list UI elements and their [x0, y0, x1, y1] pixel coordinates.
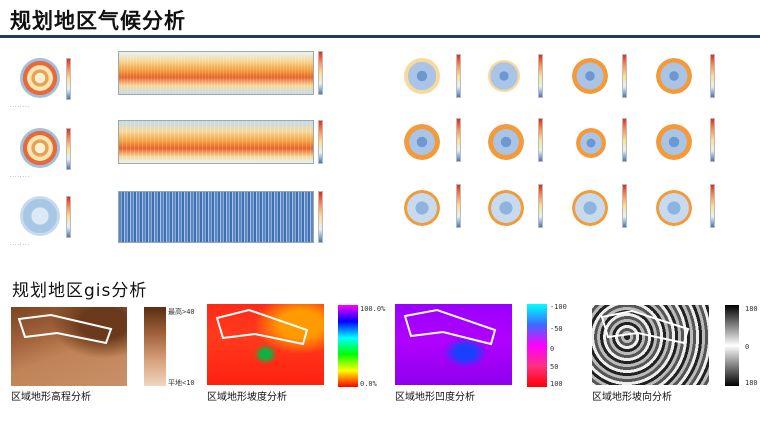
climate-wheel-1-note: · · · · · · · ·	[10, 104, 30, 109]
gis-elevation-legend-top: 最高>40	[168, 308, 195, 316]
climate-wheel-3	[20, 196, 60, 236]
polar-plot-6	[488, 124, 524, 160]
gis-concavity-legend-mid2: 0	[550, 345, 555, 353]
climate-wheel-3-colorbar	[66, 196, 71, 238]
polar-plot-8	[656, 124, 692, 160]
polar-plot-9-colorbar	[456, 184, 461, 228]
gis-slope-legend-top: 100.0%	[360, 305, 386, 313]
gis-slope-legend-bottom: 0.0%	[360, 380, 377, 388]
climate-wheel-1	[20, 58, 60, 98]
heatmap-2-colorbar	[318, 120, 323, 164]
gis-aspect-caption: 区域地形坡向分析	[592, 392, 672, 403]
climate-wheel-panel: · · · · · · · · · · · · · · · · · · · · …	[8, 50, 78, 270]
gis-slope-caption: 区域地形坡度分析	[207, 392, 287, 403]
heatmap-2	[118, 120, 314, 164]
gis-aspect-legend-top: 180	[745, 305, 758, 313]
climate-wheel-1-colorbar	[66, 58, 71, 100]
page-header: 规划地区气候分析	[0, 0, 760, 38]
polar-plot-1-colorbar	[456, 54, 461, 98]
climate-wheel-3-note: · · · · · · · ·	[10, 242, 30, 247]
gis-slope-legend	[338, 305, 358, 387]
gis-concavity-caption: 区域地形凹度分析	[395, 392, 475, 403]
gis-elevation-boundary	[17, 313, 113, 345]
gis-concavity-legend	[527, 304, 547, 387]
gis-concavity-legend-mid1: -50	[550, 325, 563, 333]
polar-plot-7	[576, 128, 606, 158]
climate-wheel-2-colorbar	[66, 128, 71, 170]
page-title: 规划地区气候分析	[10, 9, 186, 33]
heatmap-1-colorbar	[318, 51, 323, 95]
polar-plot-3	[572, 58, 608, 94]
polar-plot-5	[404, 124, 440, 160]
heatmap-3	[118, 191, 314, 243]
polar-plot-12	[656, 190, 692, 226]
title-divider	[0, 35, 760, 38]
gis-slope-map	[207, 304, 324, 385]
gis-concavity-boundary	[403, 308, 497, 346]
polar-plot-10	[488, 190, 524, 226]
polar-plot-9	[404, 190, 440, 226]
gis-aspect-legend	[725, 305, 739, 386]
gis-aspect-boundary	[600, 309, 690, 345]
polar-plot-11	[572, 190, 608, 226]
polar-plot-8-colorbar	[710, 118, 715, 162]
gis-elevation-legend	[144, 307, 166, 386]
gis-elevation-legend-bottom: 平地<10	[168, 379, 195, 387]
polar-plot-6-colorbar	[538, 118, 543, 162]
gis-slope-boundary	[215, 308, 309, 346]
gis-concavity-legend-mid3: 50	[550, 363, 559, 371]
polar-plot-4-colorbar	[710, 54, 715, 98]
polar-plot-7-colorbar	[622, 118, 627, 162]
polar-plot-3-colorbar	[622, 54, 627, 98]
heatmap-1	[118, 51, 314, 95]
gis-concavity-map	[395, 304, 512, 385]
polar-plot-11-colorbar	[622, 184, 627, 228]
climate-wheel-2-note: · · · · · · · ·	[10, 174, 30, 179]
gis-aspect-legend-mid: 0	[745, 343, 750, 351]
heatmap-3-colorbar	[318, 191, 323, 243]
gis-elevation-caption: 区域地形高程分析	[11, 392, 91, 403]
gis-concavity-legend-bottom: 100	[550, 380, 563, 388]
polar-plot-12-colorbar	[710, 184, 715, 228]
gis-elevation-map	[11, 307, 127, 386]
gis-aspect-legend-bottom: 180	[745, 379, 758, 387]
polar-plot-5-colorbar	[456, 118, 461, 162]
gis-aspect-map	[592, 305, 709, 385]
climate-heatmap-panel	[112, 48, 332, 258]
climate-polar-grid	[398, 50, 728, 250]
gis-concavity-legend-top: -100	[550, 303, 567, 311]
polar-plot-4	[656, 58, 692, 94]
polar-plot-10-colorbar	[538, 184, 543, 228]
polar-plot-2-colorbar	[538, 54, 543, 98]
polar-plot-2	[488, 60, 520, 92]
climate-wheel-2	[20, 128, 60, 168]
polar-plot-1	[404, 58, 440, 94]
gis-section-title: 规划地区gis分析	[12, 281, 148, 301]
